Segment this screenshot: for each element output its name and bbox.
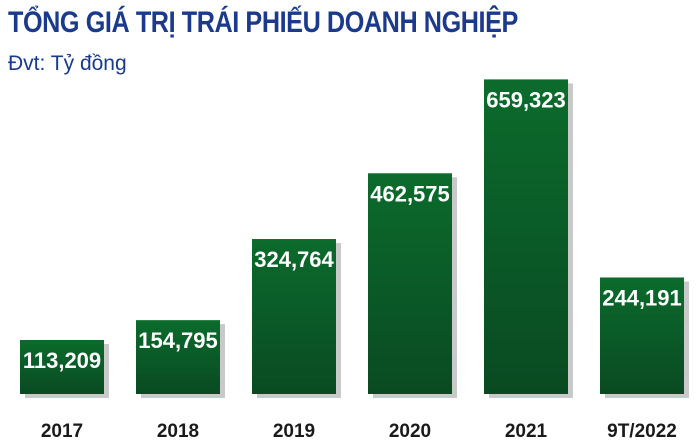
chart-title: TỔNG GIÁ TRỊ TRÁI PHIẾU DOANH NGHIỆP [8, 6, 518, 39]
bar-2018 [136, 320, 220, 394]
bar-value-label: 113,209 [23, 348, 101, 373]
x-tick-label: 2018 [157, 421, 199, 442]
bar-9T/2022 [600, 277, 684, 394]
bar-value-label: 659,323 [486, 87, 566, 112]
bar-2017 [20, 339, 104, 394]
bar-2021 [484, 79, 568, 394]
x-tick-label: 2020 [389, 421, 431, 442]
x-tick-label: 9T/2022 [607, 421, 677, 442]
bar-value-label: 244,191 [602, 285, 682, 310]
bar-value-label: 462,575 [370, 181, 450, 206]
bar-2020 [368, 173, 452, 394]
bar-2019 [252, 239, 336, 394]
x-tick-label: 2021 [505, 421, 548, 442]
x-tick-label: 2019 [273, 421, 315, 442]
chart-unit: Đvt: Tỷ đồng [8, 52, 127, 75]
bar-value-label: 154,795 [138, 328, 218, 353]
bar-value-label: 324,764 [254, 247, 334, 272]
x-tick-label: 2017 [41, 421, 83, 442]
